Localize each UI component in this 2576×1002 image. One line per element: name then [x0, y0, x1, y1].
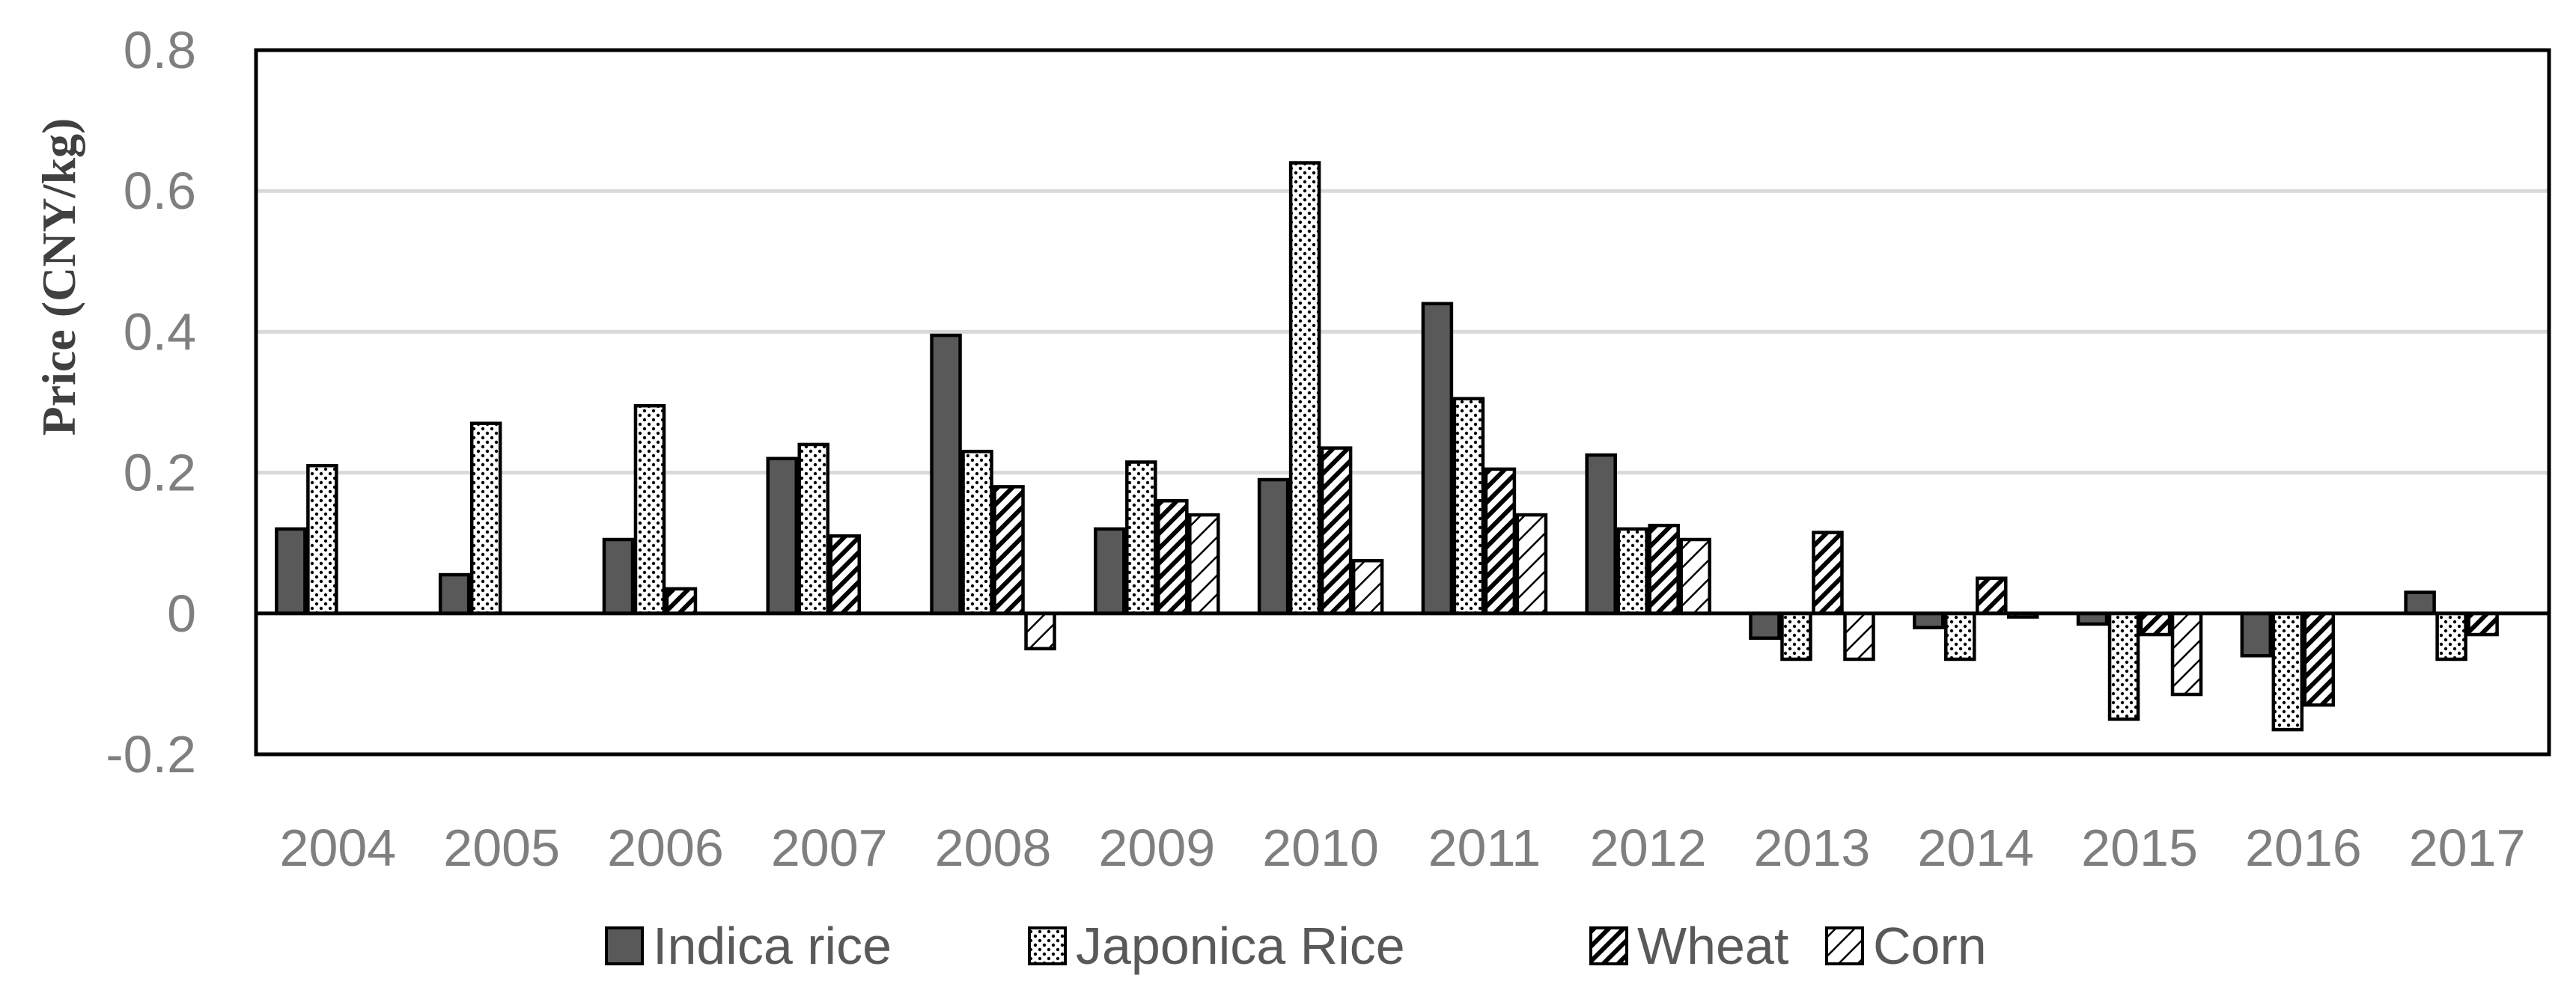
bar-wheat-2014 — [1976, 576, 2008, 616]
bar-japonica-rice-2013 — [1780, 611, 1812, 662]
y-tick-label: 0.2 — [124, 444, 196, 502]
plot-area-border — [254, 48, 2551, 757]
x-tick-label: 2007 — [771, 819, 888, 877]
x-tick-label: 2010 — [1262, 819, 1379, 877]
bar-indica-rice-2010 — [1257, 477, 1290, 616]
bar-corn-2009 — [1188, 513, 1220, 616]
bar-japonica-rice-2017 — [2435, 611, 2467, 662]
x-tick-label: 2005 — [443, 819, 560, 877]
legend-swatch-indica-rice — [605, 926, 644, 965]
bar-japonica-rice-2007 — [797, 442, 829, 616]
x-tick-label: 2009 — [1098, 819, 1215, 877]
bar-corn-2011 — [1515, 513, 1548, 616]
bar-wheat-2011 — [1484, 467, 1517, 616]
legend-label-corn: Corn — [1873, 917, 1987, 975]
bar-corn-2012 — [1679, 537, 1711, 616]
x-tick-label: 2004 — [280, 819, 397, 877]
bar-wheat-2017 — [2467, 611, 2499, 637]
bar-japonica-rice-2012 — [1616, 527, 1648, 616]
bar-indica-rice-2013 — [1749, 611, 1781, 640]
bar-indica-rice-2004 — [275, 527, 307, 616]
legend-swatch-corn — [1825, 926, 1864, 965]
x-tick-label: 2012 — [1590, 819, 1707, 877]
x-tick-label: 2014 — [1917, 819, 2034, 877]
bar-japonica-rice-2008 — [961, 450, 993, 616]
bar-corn-2010 — [1351, 558, 1384, 616]
legend: Indica rice Japonica Rice Wheat Corn — [605, 917, 1987, 975]
bar-indica-rice-2007 — [766, 456, 798, 616]
bar-indica-rice-2006 — [602, 537, 635, 616]
bar-wheat-2010 — [1320, 446, 1353, 616]
bar-japonica-rice-2006 — [633, 403, 666, 616]
bar-wheat-2007 — [829, 534, 861, 616]
bar-wheat-2008 — [993, 485, 1025, 616]
y-tick-labels: -0.2 0 0.2 0.4 0.6 0.8 — [106, 21, 196, 783]
bar-indica-rice-2016 — [2240, 611, 2273, 658]
bar-indica-rice-2017 — [2404, 590, 2436, 616]
bar-japonica-rice-2011 — [1452, 397, 1485, 616]
bar-indica-rice-2005 — [438, 572, 471, 616]
bar-indica-rice-2011 — [1421, 302, 1454, 616]
y-tick-label: -0.2 — [106, 725, 196, 783]
legend-label-wheat: Wheat — [1637, 917, 1788, 975]
bar-wheat-2016 — [2303, 611, 2336, 707]
bar-indica-rice-2008 — [930, 333, 962, 616]
bar-japonica-rice-2004 — [306, 463, 338, 616]
y-axis-label: Price (CNY/kg) — [32, 118, 85, 436]
legend-swatch-japonica-rice — [1028, 926, 1067, 965]
x-tick-label: 2011 — [1428, 819, 1541, 877]
axes — [254, 48, 2551, 757]
bar-wheat-2012 — [1648, 523, 1680, 616]
bar-indica-rice-2012 — [1585, 453, 1617, 616]
y-tick-label: 0.4 — [124, 302, 196, 361]
bar-japonica-rice-2009 — [1125, 460, 1157, 616]
x-tick-labels: 2004 2005 2006 2007 2008 2009 2010 2011 2012 2013… — [280, 819, 2526, 877]
bar-wheat-2013 — [1812, 531, 1844, 616]
bar-japonica-rice-2015 — [2107, 611, 2140, 721]
legend-swatch-wheat — [1589, 926, 1628, 965]
x-tick-label: 2008 — [935, 819, 1052, 877]
legend-label-indica-rice: Indica rice — [653, 917, 892, 975]
bar-wheat-2009 — [1157, 498, 1189, 616]
legend-label-japonica-rice: Japonica Rice — [1076, 917, 1405, 975]
bar-japonica-rice-2016 — [2271, 611, 2304, 732]
bars — [275, 161, 2499, 732]
x-tick-label: 2017 — [2409, 819, 2526, 877]
bar-wheat-2006 — [665, 587, 698, 616]
bar-wheat-2015 — [2139, 611, 2172, 637]
bar-corn-2015 — [2170, 611, 2203, 697]
bar-japonica-rice-2010 — [1288, 161, 1321, 616]
bar-indica-rice-2009 — [1094, 527, 1126, 616]
bar-indica-rice-2014 — [1913, 611, 1945, 629]
y-tick-label: 0.6 — [124, 162, 196, 220]
bar-corn-2013 — [1843, 611, 1875, 662]
bar-japonica-rice-2014 — [1944, 611, 1976, 662]
x-tick-label: 2016 — [2245, 819, 2362, 877]
x-tick-label: 2013 — [1754, 819, 1871, 877]
y-tick-label: 0.8 — [124, 21, 196, 79]
y-tick-label: 0 — [167, 584, 196, 643]
x-tick-label: 2006 — [607, 819, 724, 877]
bar-corn-2008 — [1024, 611, 1056, 651]
x-tick-label: 2015 — [2081, 819, 2198, 877]
gridlines — [256, 189, 2549, 475]
bar-japonica-rice-2005 — [469, 421, 502, 616]
